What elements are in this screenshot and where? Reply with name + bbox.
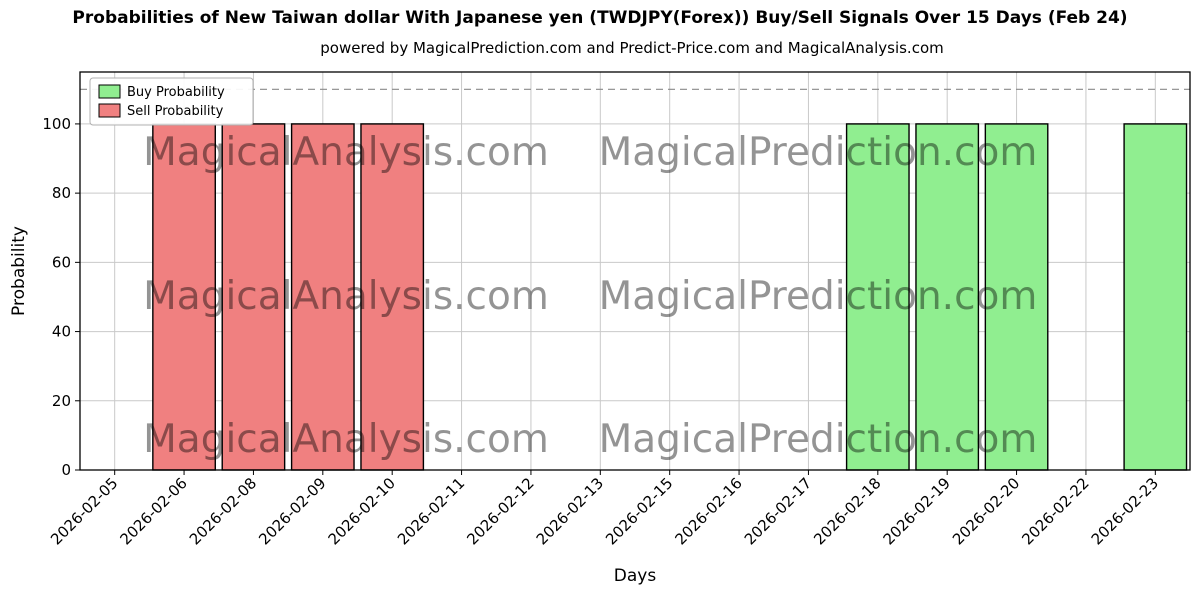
x-tick-label: 2026-02-11: [394, 474, 468, 548]
watermarks-layer: MagicalAnalysis.com MagicalPrediction.com…: [143, 130, 1037, 462]
chart-subtitle: powered by MagicalPrediction.com and Pre…: [320, 39, 944, 57]
legend: Buy Probability Sell Probability: [89, 77, 254, 126]
legend-label-buy: Buy Probability: [127, 85, 225, 100]
legend-label-sell: Sell Probability: [127, 104, 224, 119]
x-tick-label: 2026-02-16: [672, 474, 746, 548]
x-tick-label: 2026-02-22: [1018, 474, 1092, 548]
x-tick-label: 2026-02-13: [533, 474, 607, 548]
x-tick-label: 2026-02-12: [463, 474, 537, 548]
bar: [290, 123, 355, 471]
x-tick-label: 2026-02-20: [949, 474, 1023, 548]
watermark: MagicalPrediction.com: [599, 417, 1038, 462]
y-tick-label: 60: [52, 253, 71, 271]
y-axis-label: Probability: [9, 226, 29, 316]
legend-swatch-sell: [98, 103, 121, 118]
x-tick-label: 2026-02-08: [186, 474, 260, 548]
y-tick-label: 40: [52, 323, 71, 341]
x-tick-label: 2026-02-10: [325, 474, 399, 548]
bar: [915, 123, 980, 471]
x-tick-label: 2026-02-23: [1088, 474, 1162, 548]
bars-layer: [152, 123, 1188, 471]
plot-border: [79, 71, 1191, 471]
x-axis-label: Days: [614, 566, 657, 586]
x-tick-label: 2026-02-17: [741, 474, 815, 548]
bar: [360, 123, 425, 471]
bar: [152, 123, 216, 471]
watermark: MagicalAnalysis.com: [143, 130, 549, 175]
x-tick-label: 2026-02-18: [810, 474, 884, 548]
legend-swatch-buy: [98, 84, 121, 99]
bar: [984, 123, 1049, 471]
x-tick-label: 2026-02-19: [880, 474, 954, 548]
y-tick-label: 20: [52, 392, 71, 410]
bar: [845, 123, 910, 471]
y-tick-label: 0: [61, 461, 71, 479]
chart-title: Probabilities of New Taiwan dollar With …: [72, 8, 1127, 28]
legend-box: [89, 77, 254, 126]
y-tick-label: 100: [42, 115, 71, 133]
watermark: MagicalPrediction.com: [599, 130, 1038, 175]
watermark: MagicalPrediction.com: [599, 274, 1038, 319]
x-tick-label: 2026-02-09: [255, 474, 329, 548]
bar: [1123, 123, 1188, 471]
x-tick-label: 2026-02-05: [47, 474, 121, 548]
bar: [221, 123, 286, 471]
x-tick-label: 2026-02-15: [602, 474, 676, 548]
watermark: MagicalAnalysis.com: [143, 274, 549, 319]
watermark: MagicalAnalysis.com: [143, 417, 549, 462]
y-tick-label: 80: [52, 184, 71, 202]
x-tick-label: 2026-02-06: [117, 474, 191, 548]
